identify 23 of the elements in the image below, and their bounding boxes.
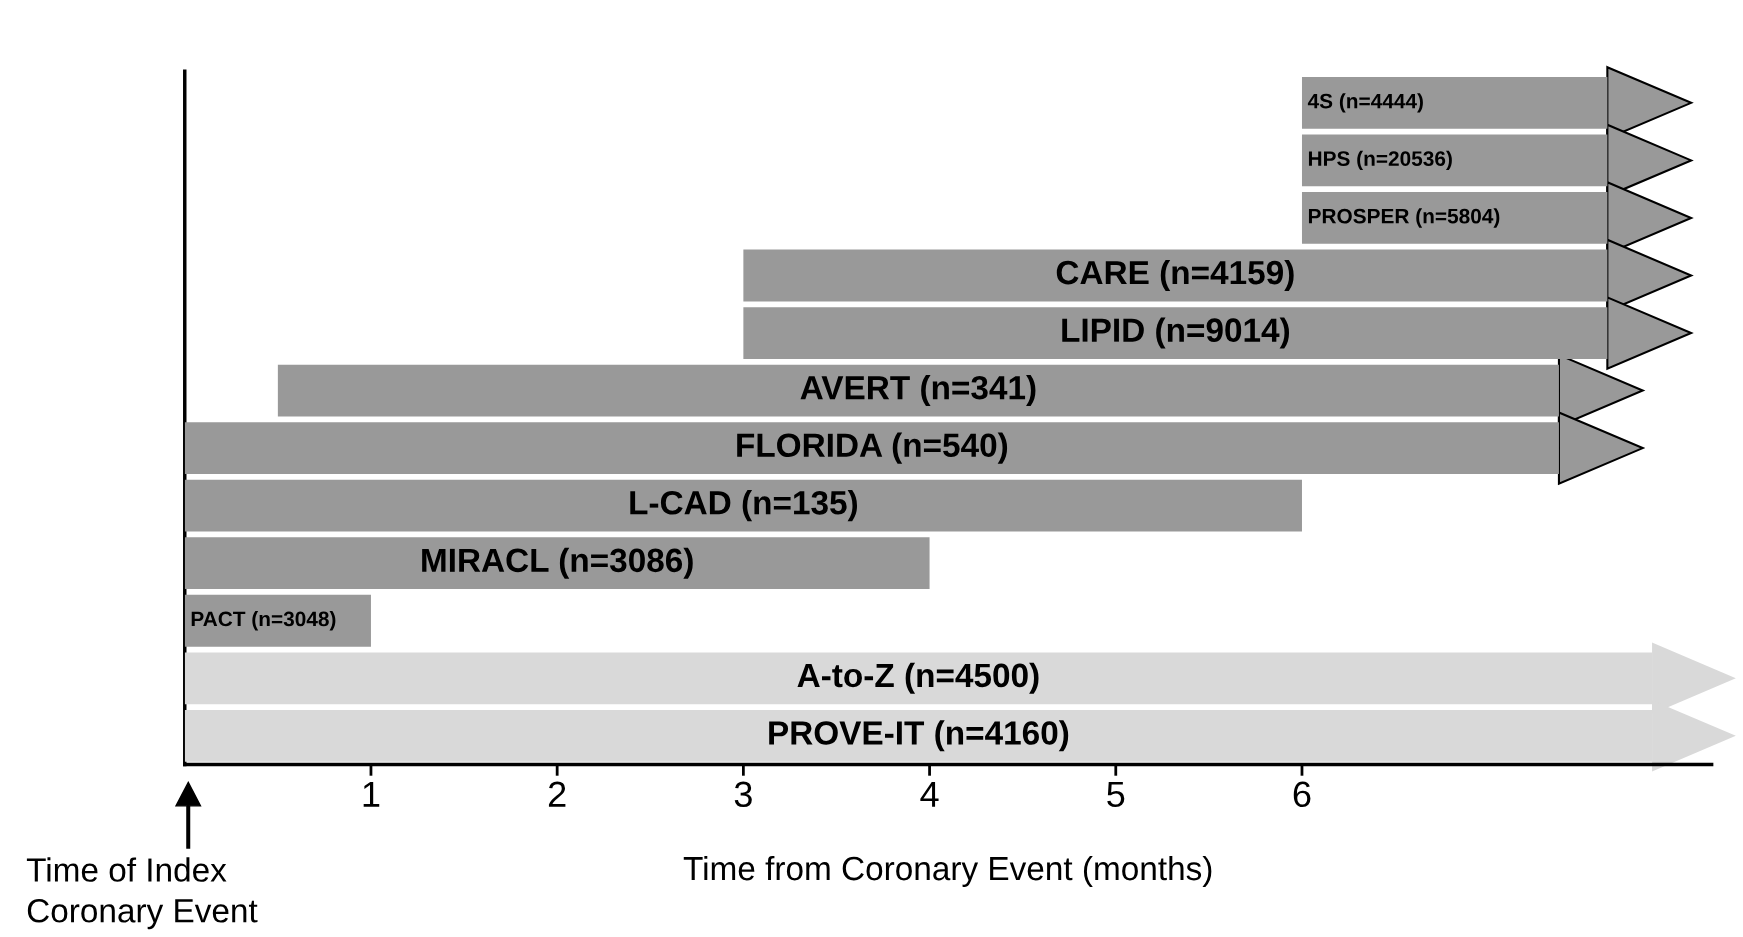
text: Time of Index Coronary Event — [26, 857, 258, 930]
y-tick-label: FLORIDA (n=540) — [737, 432, 1008, 464]
y-tick-label: 4S (n=4444) — [1307, 93, 1423, 113]
y-tick-label: AVERT (n=341) — [800, 375, 1036, 407]
y-tick-label: CARE (n=4159) — [1056, 259, 1294, 292]
x-tick-label: 5 — [1107, 781, 1125, 808]
y-tick-label: L-CAD (n=135) — [630, 490, 858, 522]
y-tick-label: MIRACL (n=3086) — [422, 547, 693, 579]
y-tick-label: PROVE-IT (n=4160) — [769, 720, 1069, 752]
x-tick-label: 1 — [363, 781, 380, 807]
y-tick-label: PACT (n=3048) — [191, 611, 336, 631]
x-tick-label: 6 — [1293, 781, 1311, 808]
x-axis-title: Time from Coronary Event (months) — [683, 855, 1212, 887]
bar — [184, 594, 371, 647]
x-tick-label: 4 — [920, 781, 939, 807]
y-tick-label: PROSPER (n=5804) — [1308, 208, 1500, 228]
x-tick-label: 3 — [734, 781, 752, 808]
y-tick-label: LIPID (n=9014) — [1062, 317, 1290, 349]
y-tick-label: A-to-Z (n=4500) — [797, 662, 1039, 694]
bar — [184, 479, 1302, 532]
x-tick-label: 2 — [548, 781, 566, 807]
bar — [184, 537, 930, 590]
y-tick-label: HPS (n=20536) — [1308, 150, 1452, 171]
